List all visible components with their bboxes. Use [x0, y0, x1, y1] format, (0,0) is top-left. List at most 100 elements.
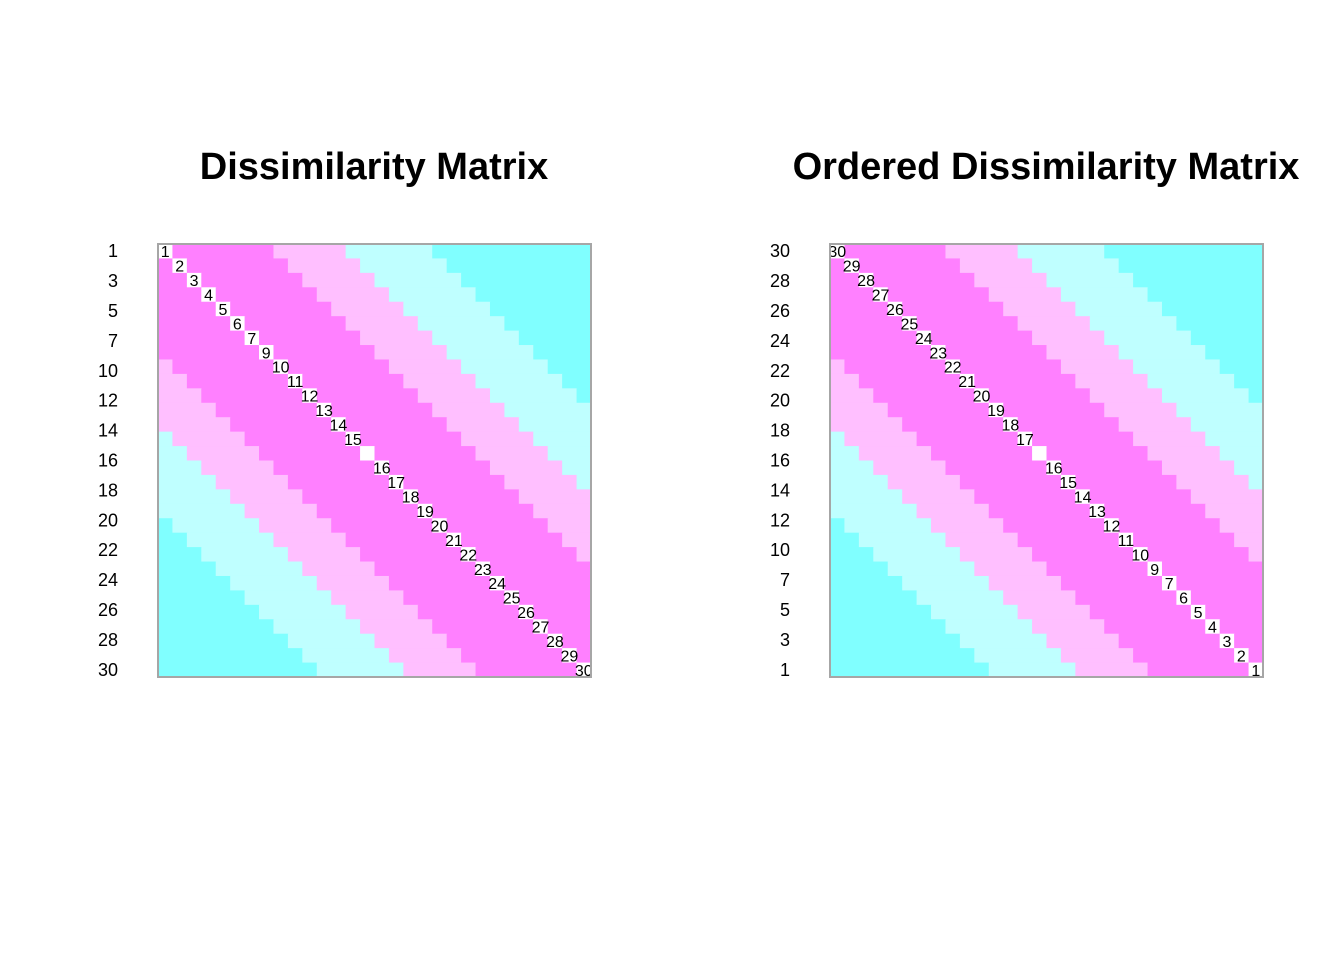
- heatmap-cell: [1046, 272, 1134, 288]
- heatmap-cell: [844, 244, 947, 260]
- diagonal-label: 21: [958, 374, 976, 391]
- y-tick-label: 18: [770, 421, 790, 441]
- diagonal-cell: [287, 373, 303, 389]
- diagonal-label: 29: [843, 259, 861, 276]
- diagonal-label: 16: [373, 461, 391, 478]
- y-tick-label: 26: [770, 301, 790, 321]
- heatmap-cell: [504, 402, 592, 418]
- heatmap-cell: [475, 662, 578, 678]
- heatmap-cell: [533, 431, 592, 447]
- diagonal-cell: [1219, 633, 1235, 649]
- heatmap-cell: [316, 503, 419, 519]
- y-tick-label: 7: [108, 331, 118, 351]
- heatmap-cell: [1032, 330, 1105, 346]
- heatmap-cell: [1060, 460, 1163, 476]
- heatmap-cell: [902, 301, 1004, 317]
- diagonal-label: 27: [872, 288, 890, 305]
- heatmap-cell: [374, 345, 448, 361]
- heatmap-cell: [547, 619, 592, 635]
- heatmap-cell: [158, 662, 318, 678]
- heatmap-cell: [461, 272, 592, 288]
- y-tick-label: 30: [770, 241, 790, 261]
- diagonal-cell: [1032, 446, 1048, 462]
- heatmap-cell: [974, 373, 1076, 389]
- heatmap-cell: [1060, 359, 1134, 375]
- dissimilarity-matrix-panel: Dissimilarity Matrix 1234567910111213141…: [98, 146, 593, 680]
- diagonal-cell: [959, 373, 975, 389]
- diagonal-label: 13: [315, 403, 333, 420]
- heatmap-cell: [158, 272, 188, 288]
- heatmap-cell: [1089, 316, 1177, 332]
- heatmap-cell: [830, 547, 874, 563]
- heatmap-cell: [1075, 474, 1177, 490]
- diagonal-label: 14: [1074, 490, 1092, 507]
- heatmap-cell: [158, 474, 217, 490]
- heatmap-cell: [1104, 402, 1177, 418]
- heatmap-cell: [489, 388, 578, 404]
- heatmap-cell: [1219, 446, 1264, 462]
- heatmap-cell: [316, 287, 390, 303]
- diagonal-cell: [201, 287, 217, 303]
- heatmap-cell: [360, 258, 448, 274]
- heatmap-cell: [1248, 388, 1264, 404]
- heatmap-cell: [201, 460, 275, 476]
- heatmap-cell: [518, 489, 592, 505]
- heatmap-cell: [830, 489, 903, 505]
- diagonal-label: 17: [1016, 432, 1034, 449]
- diagonal-cell: [1248, 662, 1264, 678]
- heatmap-cell: [417, 604, 520, 620]
- heatmap-cell: [388, 287, 477, 303]
- y-tick-label: 14: [770, 480, 790, 500]
- heatmap-cell: [158, 547, 202, 563]
- y-axis-tick-labels: 1 3 5 7 10 12 14 16 18 20 22 24 26 28 30: [98, 241, 118, 680]
- heatmap-cell: [287, 633, 376, 649]
- heatmap-cell: [287, 359, 390, 375]
- heatmap-cell: [1133, 431, 1206, 447]
- diagonal-label: 1: [1251, 663, 1260, 680]
- diagonal-cell: [345, 431, 361, 447]
- y-tick-label: 1: [780, 660, 790, 680]
- heatmap-cell: [360, 547, 462, 563]
- heatmap-cell: [158, 532, 188, 548]
- heatmap-cells: [158, 244, 592, 678]
- heatmap-cell: [1118, 258, 1264, 274]
- heatmap-cell: [461, 431, 534, 447]
- diagonal-label: 2: [1237, 648, 1246, 665]
- heatmap-cell: [1075, 662, 1149, 678]
- diagonal-labels: 1234567910111213141516171819202122232425…: [161, 244, 593, 680]
- heatmap-cell: [518, 590, 592, 606]
- heatmap-cell: [830, 431, 846, 447]
- heatmap-cell: [504, 575, 592, 591]
- plot-frame: [829, 243, 1264, 678]
- heatmap-cell: [830, 648, 975, 664]
- heatmap-cell: [489, 301, 592, 317]
- heatmap-cell: [533, 503, 592, 519]
- heatmap-cell: [945, 619, 1033, 635]
- diagonal-label: 7: [1165, 576, 1174, 593]
- diagonal-cell: [1205, 619, 1221, 635]
- diagonal-label: 15: [1059, 475, 1077, 492]
- diagonal-label: 18: [1002, 417, 1020, 434]
- heatmap-cell: [988, 575, 1062, 591]
- diagonal-cell: [1133, 547, 1149, 563]
- heatmap-cell: [360, 431, 462, 447]
- diagonal-cell: [1161, 575, 1177, 591]
- y-tick-label: 20: [98, 510, 118, 530]
- heatmap-cell: [432, 244, 592, 260]
- diagonal-cell: [244, 330, 260, 346]
- heatmap-cell: [1176, 316, 1264, 332]
- heatmap-cell: [830, 258, 846, 274]
- heatmap-cell: [158, 301, 217, 317]
- diagonal-cell: [316, 402, 332, 418]
- heatmap-cell: [158, 575, 231, 591]
- heatmap-cell: [547, 518, 592, 534]
- diagonal-label: 2: [175, 259, 184, 276]
- diagonal-cell: [158, 244, 174, 260]
- heatmap-cell: [931, 518, 1004, 534]
- heatmap-cell: [475, 373, 563, 389]
- diagonal-label: 13: [1088, 504, 1106, 521]
- heatmap-cell: [331, 301, 404, 317]
- diagonal-label: 22: [459, 547, 477, 564]
- y-tick-label: 28: [98, 630, 118, 650]
- diagonal-cell: [186, 272, 202, 288]
